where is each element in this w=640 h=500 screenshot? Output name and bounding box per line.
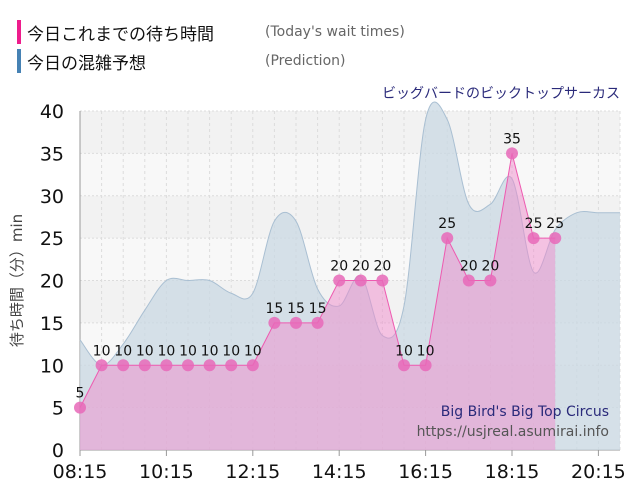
today-point [506,147,518,160]
watermark-name: Big Bird's Big Top Circus [441,404,609,420]
today-data-label: 20 [330,259,348,275]
today-point [117,359,130,372]
today-data-label: 15 [287,301,305,317]
attraction-name: ビッグバードのビックトップサーカス [382,86,620,102]
today-data-label: 10 [136,343,154,359]
today-data-label: 25 [525,216,543,232]
x-tick-label: 20:15 [571,461,626,483]
legend-swatch-prediction [17,49,21,73]
legend-label-en: (Today's wait times) [265,24,405,40]
today-data-label: 15 [309,301,327,317]
today-data-label: 10 [222,343,240,359]
today-data-label: 20 [352,259,370,275]
today-point [268,316,281,329]
y-tick-label: 10 [40,355,64,377]
today-point [354,274,367,287]
today-point [290,316,302,329]
y-tick-label: 25 [40,228,64,250]
today-area [80,153,556,450]
y-tick-label: 20 [40,271,64,293]
legend-label-jp: 今日これまでの待ち時間 [27,24,214,45]
today-data-label: 10 [244,343,262,359]
today-point [160,359,173,372]
today-point [138,359,151,372]
y-tick-label: 0 [52,440,64,462]
y-tick-label: 40 [40,101,64,123]
x-tick-label: 14:15 [312,461,367,483]
today-data-label: 10 [395,343,413,359]
legend-prediction: 今日の混雑予想 (Prediction) [17,49,346,74]
today-data-label: 35 [503,131,521,147]
today-point [484,274,497,287]
today-point [95,359,108,372]
legend-label-en: (Prediction) [265,53,346,69]
today-data-label: 20 [481,259,499,275]
today-point [441,232,454,245]
today-point [333,274,346,287]
y-tick-label: 15 [40,313,64,335]
grid-band [80,111,620,154]
today-point [376,274,389,287]
today-point [419,359,432,372]
y-tick-label: 35 [40,143,64,165]
x-tick-label: 12:15 [225,461,280,483]
today-data-label: 25 [546,216,564,232]
x-tick-label: 16:15 [398,461,453,483]
y-tick-label: 30 [40,186,64,208]
y-axis-label: 待ち時間（分）min [8,214,26,347]
today-point [462,274,475,287]
x-tick-label: 10:15 [139,461,194,483]
today-data-label: 15 [265,301,283,317]
today-data-label: 20 [460,259,478,275]
today-data-label: 5 [76,386,85,402]
today-data-label: 10 [114,343,132,359]
today-point [311,316,324,329]
today-point [182,359,194,372]
today-data-label: 10 [179,343,197,359]
today-point [549,232,562,245]
today-data-label: 10 [93,343,111,359]
today-data-label: 20 [373,259,391,275]
x-tick-label: 08:15 [53,461,108,483]
today-data-label: 10 [201,343,219,359]
today-data-label: 10 [157,343,175,359]
legend-label-jp: 今日の混雑予想 [27,53,146,74]
legend-today: 今日これまでの待ち時間 (Today's wait times) [17,20,405,45]
today-point [527,232,540,245]
legend-swatch-today [17,20,21,44]
today-point [74,401,86,414]
watermark-url: https://usjreal.asumirai.info [417,424,609,440]
x-tick-label: 18:15 [485,461,540,483]
today-point [203,359,216,372]
today-data-label: 10 [417,343,435,359]
today-point [398,359,410,372]
today-point [225,359,238,372]
grid-band [80,153,620,196]
today-data-label: 25 [438,216,456,232]
today-point [246,359,259,372]
y-tick-label: 5 [52,398,64,420]
